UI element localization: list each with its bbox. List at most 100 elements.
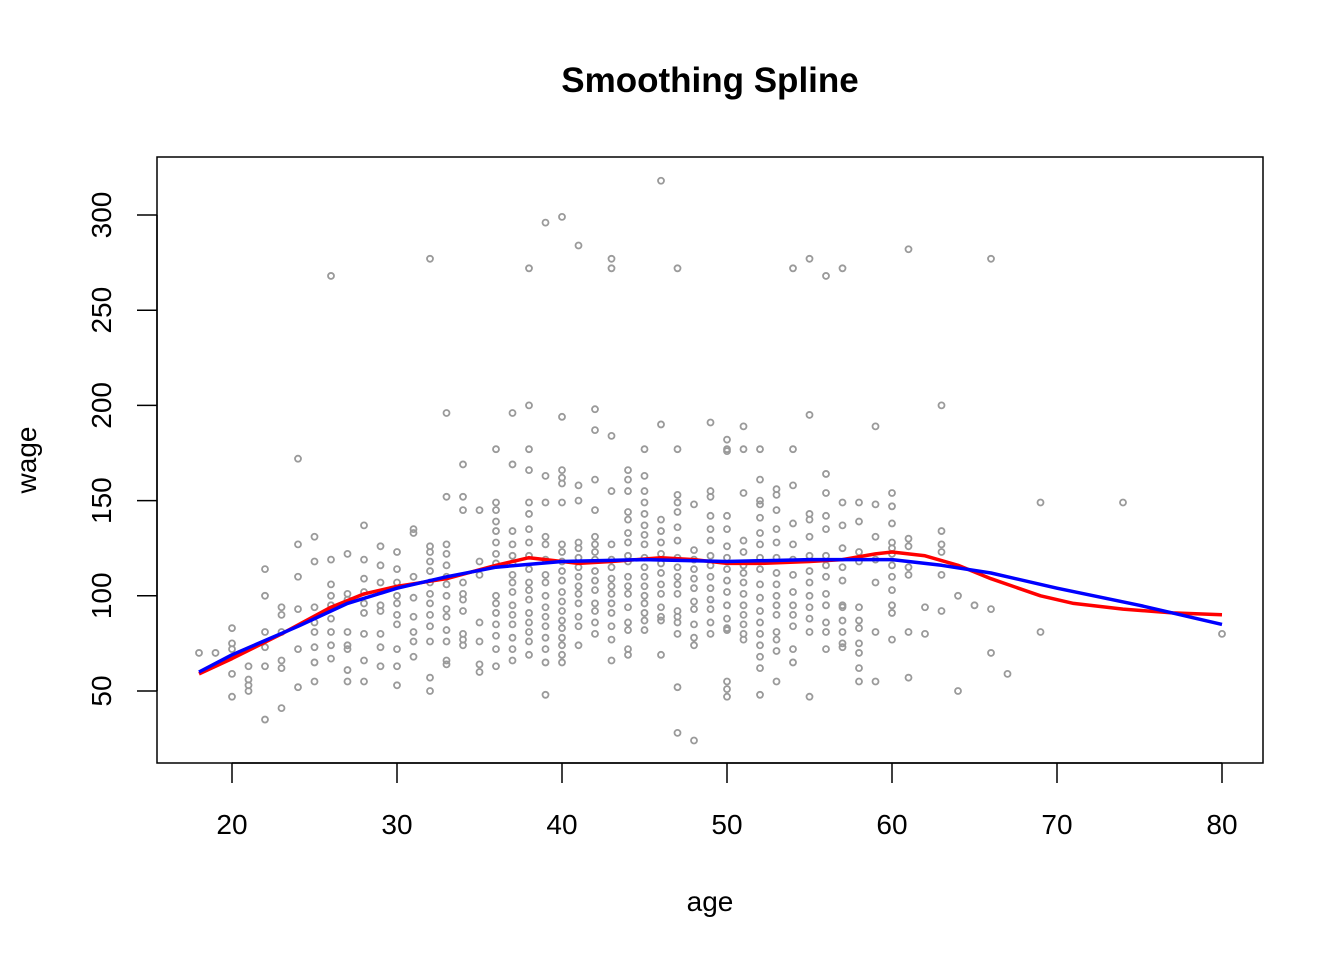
data-point [756, 664, 764, 673]
data-point [492, 599, 500, 608]
data-point [805, 591, 814, 600]
data-point [673, 536, 682, 545]
data-point [393, 591, 401, 600]
data-point [871, 422, 880, 431]
data-point [261, 628, 269, 636]
data-point [805, 692, 814, 701]
data-point [558, 641, 566, 650]
data-point [508, 551, 517, 560]
data-point [987, 605, 995, 614]
data-point [772, 610, 781, 619]
data-point [756, 513, 764, 522]
data-point [310, 643, 319, 652]
data-point [591, 475, 599, 484]
data-point [640, 616, 649, 625]
data-point [508, 570, 517, 579]
data-point [706, 605, 715, 614]
data-point [426, 254, 434, 263]
data-point [954, 687, 962, 695]
data-point [772, 647, 781, 655]
data-point [723, 435, 731, 444]
data-point [442, 550, 451, 558]
data-point [393, 620, 401, 629]
data-point [904, 534, 913, 543]
data-point [789, 645, 797, 654]
data-point [888, 489, 896, 497]
data-point [508, 540, 517, 549]
data-point [805, 628, 814, 636]
data-point [888, 609, 896, 617]
data-point [805, 567, 814, 575]
data-point [904, 570, 913, 579]
data-point [888, 601, 896, 610]
data-point [690, 546, 698, 555]
data-point [261, 565, 269, 574]
data-point [541, 690, 550, 699]
data-point [607, 622, 616, 631]
data-point [376, 578, 385, 587]
data-point [673, 580, 682, 589]
data-point [475, 660, 484, 669]
data-point [607, 574, 616, 583]
data-point [937, 527, 946, 535]
data-point [772, 677, 781, 686]
data-point [327, 591, 335, 600]
data-point [640, 591, 649, 600]
data-point [492, 550, 500, 558]
data-point [277, 656, 286, 665]
data-point [690, 736, 698, 745]
data-point [805, 254, 814, 263]
data-point [789, 622, 797, 631]
data-point [591, 586, 599, 594]
data-point [756, 445, 764, 454]
data-point [607, 563, 616, 572]
data-point [393, 565, 401, 574]
data-point [310, 628, 319, 636]
data-point [277, 664, 286, 673]
data-point [756, 629, 764, 638]
data-point [310, 658, 319, 667]
data-point [508, 588, 517, 596]
data-point [591, 506, 599, 515]
y-axis-label: wage [11, 427, 42, 495]
data-point [591, 629, 599, 638]
data-point [640, 510, 649, 518]
data-point [690, 633, 698, 642]
data-point [855, 649, 863, 657]
data-point [393, 599, 401, 608]
data-point [558, 576, 566, 585]
data-point [475, 557, 484, 566]
data-point [442, 637, 451, 646]
data-point [442, 540, 451, 549]
data-point [756, 618, 764, 627]
data-point [607, 264, 616, 273]
data-point [492, 498, 500, 507]
data-point [904, 542, 913, 551]
data-point [657, 420, 665, 429]
data-point [541, 645, 550, 654]
data-point [525, 510, 533, 518]
data-point [624, 529, 632, 537]
data-point [525, 565, 533, 574]
data-point [459, 607, 467, 615]
data-point [277, 610, 286, 619]
x-axis-label: age [687, 886, 734, 917]
data-point [607, 599, 616, 608]
data-point [459, 595, 467, 604]
data-point [937, 548, 946, 556]
data-point [822, 601, 830, 610]
data-point [492, 620, 500, 629]
data-point [987, 254, 995, 263]
data-point [706, 492, 715, 501]
data-point [211, 649, 220, 657]
data-point [822, 628, 830, 636]
data-point [409, 572, 418, 581]
data-point [591, 607, 599, 615]
data-point [723, 614, 731, 623]
data-point [574, 496, 583, 505]
data-point [673, 572, 682, 581]
data-point [822, 572, 830, 581]
data-point [442, 409, 451, 417]
data-point [706, 551, 715, 560]
data-point [673, 629, 682, 638]
